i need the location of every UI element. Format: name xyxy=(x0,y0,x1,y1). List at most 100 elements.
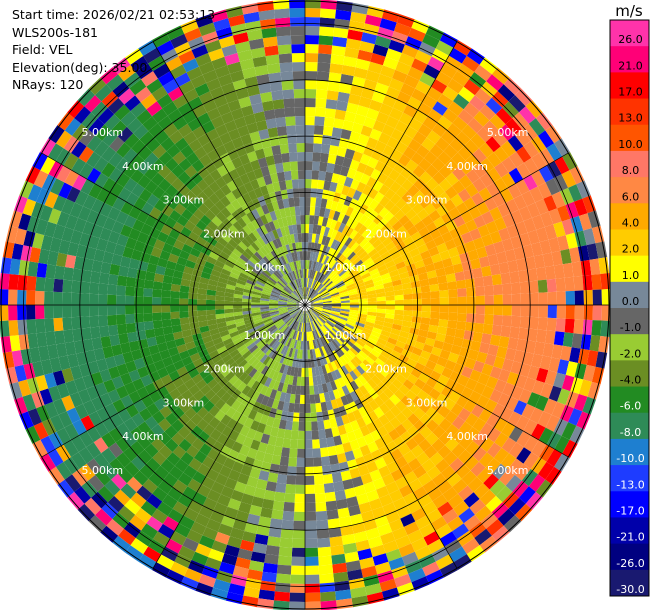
range-gate xyxy=(316,519,329,530)
range-gate xyxy=(361,228,372,239)
range-gate xyxy=(313,297,322,302)
range-gate xyxy=(374,284,385,290)
range-gate xyxy=(449,546,467,563)
range-gate xyxy=(335,397,344,408)
range-gate xyxy=(330,313,340,318)
range-gate xyxy=(473,237,485,250)
range-gate xyxy=(388,246,399,256)
range-gate xyxy=(519,281,530,294)
range-gate xyxy=(319,161,328,172)
range-gate xyxy=(329,341,337,351)
range-gate xyxy=(310,305,314,307)
range-gate xyxy=(333,263,342,272)
range-gate xyxy=(352,447,364,460)
range-gate xyxy=(523,377,537,393)
range-gate xyxy=(319,337,326,347)
colorbar-tick-label: 1.0 xyxy=(622,269,640,282)
range-gate xyxy=(368,399,380,411)
range-gate xyxy=(365,341,376,350)
range-gate xyxy=(498,227,511,241)
range-gate xyxy=(414,362,426,373)
range-gate xyxy=(516,258,528,272)
range-gate xyxy=(361,371,372,382)
range-gate xyxy=(305,332,307,341)
range-gate xyxy=(316,252,322,263)
range-gate xyxy=(536,227,549,243)
range-gate xyxy=(350,270,360,278)
range-gate xyxy=(445,158,459,173)
range-gate xyxy=(432,123,447,138)
range-gate xyxy=(444,410,458,424)
range-gate xyxy=(306,310,309,314)
range-gate xyxy=(305,287,308,297)
range-gate xyxy=(493,284,503,296)
range-gate xyxy=(310,331,315,341)
range-gate xyxy=(487,427,502,443)
range-gate xyxy=(522,244,534,259)
range-gate xyxy=(318,327,325,337)
range-gate xyxy=(378,232,389,243)
range-gate xyxy=(416,451,430,466)
range-gate xyxy=(447,78,464,94)
range-gate xyxy=(327,258,335,268)
range-gate xyxy=(316,80,329,91)
range-gate xyxy=(518,269,529,283)
range-gate xyxy=(484,314,494,325)
range-gate xyxy=(353,276,363,283)
range-gate xyxy=(379,103,393,116)
range-gate xyxy=(538,305,548,318)
range-gate xyxy=(329,181,338,192)
range-gate xyxy=(497,202,511,218)
range-gate xyxy=(421,137,436,152)
range-gate xyxy=(414,237,426,248)
range-gate xyxy=(562,332,574,348)
range-gate xyxy=(346,459,358,471)
range-gate xyxy=(361,272,371,280)
range-gate xyxy=(389,204,401,216)
range-gate xyxy=(367,221,378,232)
range-gate xyxy=(569,247,581,263)
range-gate xyxy=(305,310,307,314)
range-gate xyxy=(365,244,375,254)
range-gate xyxy=(416,266,427,275)
range-gate xyxy=(324,246,331,256)
range-gate xyxy=(321,311,331,316)
range-gate xyxy=(305,125,315,135)
range-gate xyxy=(451,152,466,167)
range-gate xyxy=(472,446,487,462)
range-gate xyxy=(471,192,485,206)
range-gate xyxy=(554,435,570,454)
range-gate xyxy=(309,215,315,225)
range-gate xyxy=(327,153,337,165)
range-gate xyxy=(559,187,574,205)
range-gate xyxy=(317,420,325,431)
range-gate xyxy=(305,430,313,440)
range-gate xyxy=(485,457,501,474)
range-gate xyxy=(452,116,468,132)
range-gate xyxy=(305,170,313,180)
range-gate xyxy=(417,102,433,117)
range-gate xyxy=(314,393,321,404)
range-gate xyxy=(314,484,325,494)
range-gate xyxy=(419,72,436,87)
range-gate xyxy=(309,269,313,279)
range-gate xyxy=(308,309,311,313)
range-gate xyxy=(358,350,368,360)
range-gate xyxy=(338,316,348,322)
range-gate xyxy=(357,548,373,561)
range-gate xyxy=(358,192,368,204)
range-gate xyxy=(400,277,411,285)
range-gate xyxy=(384,188,396,201)
range-gate xyxy=(305,493,316,503)
range-gate xyxy=(320,152,329,163)
range-gate xyxy=(396,582,415,596)
range-gate xyxy=(395,373,407,385)
range-gate xyxy=(489,230,502,244)
range-gate xyxy=(555,277,566,292)
range-gate xyxy=(311,310,319,317)
range-gate xyxy=(305,511,317,521)
range-gate xyxy=(387,264,398,273)
range-gate xyxy=(382,56,399,70)
range-gate xyxy=(444,239,457,251)
range-gate xyxy=(403,492,418,506)
